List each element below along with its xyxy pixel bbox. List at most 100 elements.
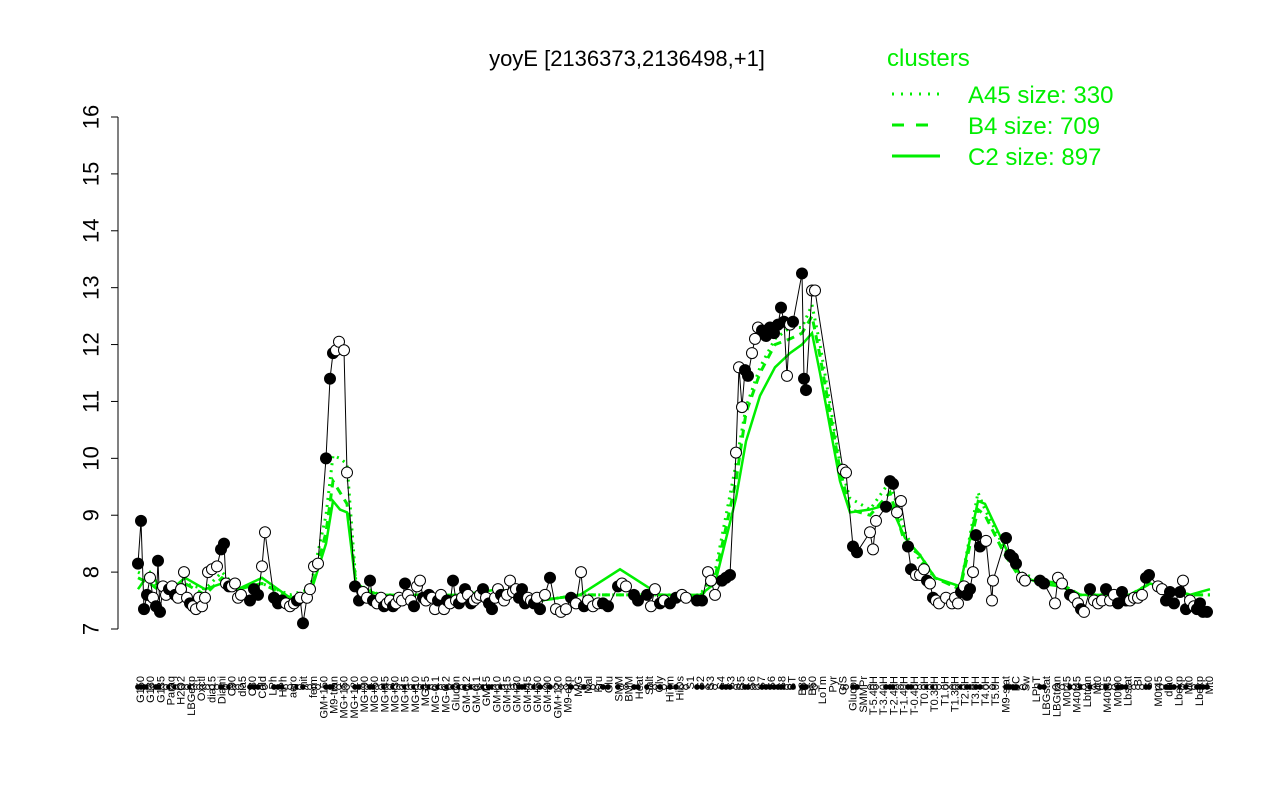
data-point-filled <box>320 452 332 465</box>
x-tick-label: T-1.40H <box>899 676 911 715</box>
data-point-open <box>539 588 551 601</box>
x-tick-label: GM+120 <box>552 676 564 719</box>
data-point-open <box>211 560 223 573</box>
data-point-open <box>229 577 241 590</box>
data-point-open <box>746 347 758 360</box>
x-tick-label: MG+30 <box>390 676 402 712</box>
data-point-filled <box>364 574 376 587</box>
data-point-filled <box>1100 583 1112 596</box>
x-tick-label: M40t45 <box>1072 676 1084 713</box>
data-point-open <box>504 574 516 587</box>
data-point-filled <box>696 594 708 607</box>
x-tick-label: MG+150 <box>339 676 351 719</box>
data-point-open <box>414 574 426 587</box>
data-point-open <box>338 344 350 357</box>
rug-mark <box>673 684 679 690</box>
rug-mark <box>1171 684 1177 690</box>
data-point-filled <box>218 537 230 550</box>
x-tick-label: BC <box>1011 676 1023 691</box>
rug-mark <box>1081 684 1087 690</box>
data-point-filled <box>534 603 546 616</box>
x-tick-label: Lbtran <box>1082 676 1094 707</box>
data-point-open <box>1019 574 1031 587</box>
data-point-open <box>709 588 721 601</box>
x-tick-label: HiOs <box>675 676 687 701</box>
data-point-filled <box>447 574 459 587</box>
data-point-filled <box>135 514 147 527</box>
rug-mark <box>873 684 879 690</box>
x-tick-label: BT <box>787 676 799 690</box>
legend-label: C2 size: 897 <box>968 144 1101 171</box>
rug-mark <box>727 684 733 690</box>
x-tick-label: ferm <box>308 676 320 698</box>
data-points <box>132 267 1213 630</box>
x-tick-label: S5 <box>736 676 748 689</box>
x-tick-label: MG-0.1 <box>430 676 442 713</box>
x-tick-label: Lbstat <box>1123 676 1135 706</box>
data-point-filled <box>902 540 914 553</box>
data-point-filled <box>132 557 144 570</box>
legend-label: A45 size: 330 <box>968 82 1113 109</box>
data-point-open <box>649 583 661 596</box>
legend: clusters A45 size: 330 B4 size: 709 C2 siz… <box>887 45 1113 171</box>
data-point-open <box>924 577 936 590</box>
rug-mark <box>712 684 718 690</box>
x-tick-label: C30 <box>247 676 259 696</box>
x-tick-label: LBGexp <box>186 676 198 716</box>
data-point-filled <box>964 583 976 596</box>
x-tick-label: MG-0.2 <box>440 676 452 713</box>
x-tick-label: MG+45 <box>379 676 391 712</box>
rug-mark <box>547 684 553 690</box>
data-point-filled <box>796 267 808 280</box>
data-trace <box>137 273 1207 624</box>
x-tick-label: T5.0H <box>990 676 1002 706</box>
x-tick-label: Glucon <box>451 676 463 711</box>
data-point-open <box>1177 574 1189 587</box>
x-tick-label: aero <box>288 676 300 698</box>
x-tick-label: S0 <box>1143 676 1155 689</box>
data-point-open <box>680 591 692 604</box>
x-tick-label: GM-0.2 <box>461 676 473 713</box>
series-lines <box>136 299 1211 603</box>
rug-mark <box>315 684 321 690</box>
data-point-filled <box>349 580 361 593</box>
x-tick-label: HPh <box>278 676 290 697</box>
series-dashed-line <box>137 311 1210 603</box>
rug-mark <box>843 684 849 690</box>
y-tick-label: 9 <box>79 509 104 521</box>
x-tick-label: SMMPr <box>858 676 870 713</box>
data-point-open <box>987 574 999 587</box>
data-point-open <box>144 571 156 584</box>
data-point-open <box>705 574 717 587</box>
y-tick-label: 12 <box>79 332 104 356</box>
x-tick-label: S2 <box>695 676 707 689</box>
rug-mark <box>936 684 942 690</box>
x-tick-label: Fru <box>593 676 605 693</box>
data-point-filled <box>1010 557 1022 570</box>
x-tick-label: Heat <box>634 676 646 699</box>
data-point-filled <box>244 594 256 607</box>
data-point-filled <box>324 372 336 385</box>
x-tick-label: S6 <box>766 676 778 689</box>
x-tick-label: T3.0H <box>970 676 982 706</box>
x-tick-label: T4.0H <box>980 676 992 706</box>
data-point-open <box>199 591 211 604</box>
data-point-open <box>1078 605 1090 618</box>
rug-mark <box>790 684 796 690</box>
x-tick-label: S4 <box>715 676 727 689</box>
x-tick-label: dia5 <box>237 676 249 697</box>
y-tick-label: 15 <box>79 162 104 186</box>
data-point-filled <box>632 594 644 607</box>
rug-mark <box>983 684 989 690</box>
x-tick-label: Pyr <box>827 676 839 693</box>
data-point-filled <box>1038 577 1050 590</box>
x-tick-label: LBGstat <box>1041 676 1053 716</box>
x-tick-label: LPhT <box>1031 676 1043 703</box>
data-point-open <box>749 332 761 345</box>
data-point-open <box>256 560 268 573</box>
y-tick-label: 7 <box>79 623 104 635</box>
data-point-open <box>736 401 748 414</box>
data-point-filled <box>297 617 309 630</box>
series-solid-line <box>136 330 1211 602</box>
x-tick-label: T0.0H <box>919 676 931 706</box>
